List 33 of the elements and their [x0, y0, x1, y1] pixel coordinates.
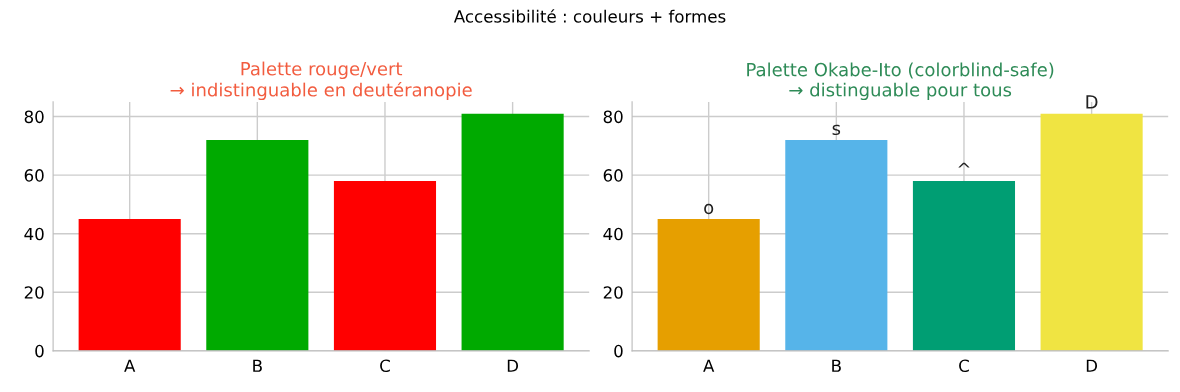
- chart-title: Palette Okabe-Ito (colorblind-safe) → distinguable pour tous: [747, 62, 1054, 101]
- x-tick-label: B: [832, 359, 841, 372]
- y-tick-label: 80: [24, 110, 44, 124]
- annotation: o: [704, 203, 714, 215]
- y-tick-label: 80: [603, 110, 623, 124]
- y-tick-label: 20: [603, 286, 623, 299]
- bar: [1040, 113, 1143, 351]
- y-tick-label: 20: [24, 286, 44, 299]
- x-tick-label: A: [124, 359, 136, 372]
- bar: [206, 139, 309, 351]
- y-tick-label: 0: [614, 344, 623, 358]
- bar: [78, 219, 181, 351]
- bar: [461, 113, 564, 351]
- chart-title: Palette rouge/vert → indistinguable en deutéranopie: [170, 61, 472, 101]
- x-tick-label: D: [1086, 359, 1098, 372]
- x-tick-label: B: [253, 359, 262, 372]
- x-tick-label: C: [959, 359, 969, 373]
- bar: [657, 219, 760, 351]
- y-tick-label: 40: [24, 227, 44, 241]
- y-tick-label: 0: [35, 344, 44, 358]
- annotation: D: [1086, 95, 1098, 109]
- annotation: s: [832, 124, 841, 136]
- text: Accessibilité : couleurs + formes: [453, 9, 726, 23]
- bar: [912, 180, 1016, 351]
- y-tick-label: 40: [603, 227, 623, 241]
- annotation: ^: [958, 162, 970, 168]
- bar: [333, 180, 437, 351]
- y-tick-label: 60: [603, 169, 623, 182]
- x-tick-label: C: [380, 359, 390, 373]
- y-tick-label: 60: [24, 169, 44, 182]
- x-tick-label: A: [703, 359, 715, 372]
- x-tick-label: D: [507, 359, 519, 372]
- bar: [785, 139, 888, 351]
